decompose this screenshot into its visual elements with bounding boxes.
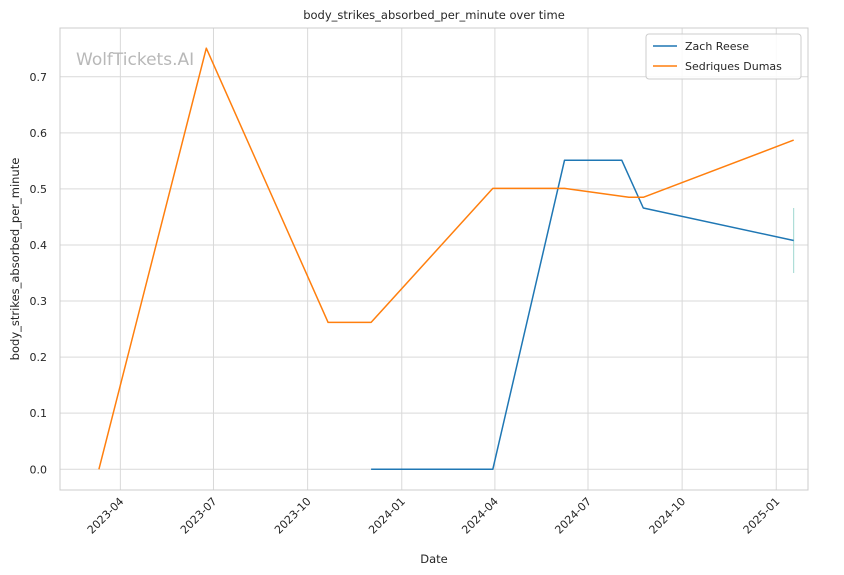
- legend-box: [645, 33, 802, 80]
- y-tick-label: 0.0: [30, 463, 48, 476]
- series-line-0: [371, 159, 794, 471]
- plot-frame: [59, 27, 809, 491]
- y-axis-title: body_strikes_absorbed_per_minute: [8, 158, 22, 361]
- series-line-1: [98, 47, 794, 470]
- y-tick-label: 0.5: [30, 183, 48, 196]
- legend-label: Sedriques Dumas: [685, 60, 782, 73]
- y-tick-label: 0.3: [30, 295, 48, 308]
- legend-label: Zach Reese: [685, 40, 749, 53]
- chart-title: body_strikes_absorbed_per_minute over ti…: [303, 8, 565, 22]
- y-tick-label: 0.1: [30, 407, 48, 420]
- legend: Zach Reese Sedriques Dumas: [645, 33, 802, 80]
- y-tick-label: 0.4: [30, 239, 48, 252]
- x-axis-title: Date: [420, 552, 448, 566]
- y-tick-label: 0.2: [30, 351, 48, 364]
- grid: [60, 28, 808, 490]
- series-layer: [98, 47, 795, 471]
- y-tick-label: 0.7: [30, 71, 48, 84]
- watermark: WolfTickets.AI: [76, 50, 194, 70]
- y-tick-label: 0.6: [30, 127, 48, 140]
- y-axis-ticks: 0.0 0.1 0.2 0.3 0.4 0.5 0.6 0.7: [30, 71, 48, 476]
